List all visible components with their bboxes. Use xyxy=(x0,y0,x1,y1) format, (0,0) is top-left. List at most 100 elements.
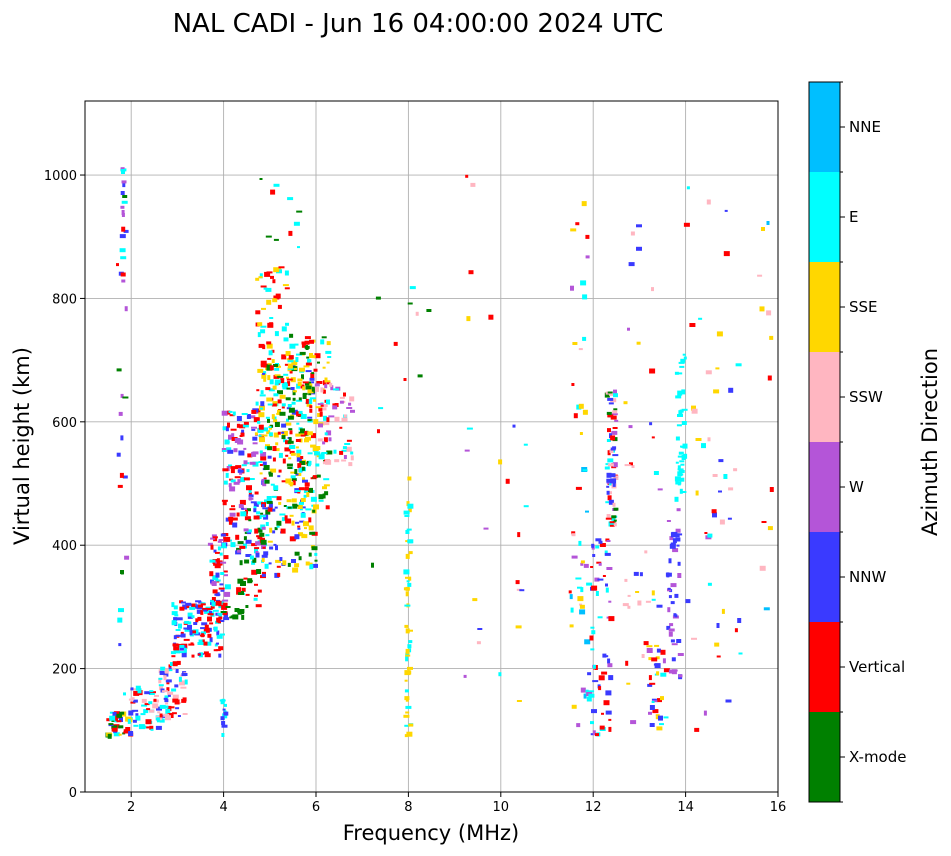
echo-point xyxy=(267,506,273,512)
echo-point xyxy=(179,651,185,654)
echo-point xyxy=(200,627,206,630)
echo-point xyxy=(179,644,185,648)
echo-point xyxy=(612,410,618,414)
echo-point xyxy=(207,616,212,622)
echo-point xyxy=(689,323,696,327)
echo-point xyxy=(575,486,582,490)
echo-point xyxy=(415,311,419,316)
echo-point xyxy=(171,611,178,616)
echo-point xyxy=(258,343,265,348)
echo-point xyxy=(651,701,655,703)
echo-point xyxy=(211,597,216,601)
echo-point xyxy=(294,343,299,346)
echo-point xyxy=(606,490,610,495)
echo-point xyxy=(264,499,267,504)
echo-point xyxy=(407,539,414,544)
echo-point xyxy=(200,603,206,606)
echo-point xyxy=(289,370,293,374)
echo-point xyxy=(265,416,270,419)
echo-point xyxy=(265,235,272,238)
echo-point xyxy=(259,394,266,397)
echo-point xyxy=(265,387,271,391)
echo-point xyxy=(108,723,114,726)
echo-point xyxy=(252,557,257,563)
echo-point xyxy=(261,478,267,481)
echo-point xyxy=(267,403,273,406)
echo-point xyxy=(260,512,264,515)
echo-point xyxy=(214,565,221,569)
echo-point xyxy=(657,488,663,491)
echo-point xyxy=(323,484,330,487)
echo-point xyxy=(322,493,326,499)
echo-point xyxy=(164,699,169,703)
echo-point xyxy=(472,598,478,602)
colorbar: X-mode Vertical NNW W SSW SSE E NNE xyxy=(808,81,906,803)
echo-point xyxy=(339,426,343,429)
echo-point xyxy=(309,531,316,535)
echo-point xyxy=(678,451,684,455)
echo-point xyxy=(244,531,248,534)
echo-point xyxy=(301,534,308,539)
echo-point xyxy=(578,348,583,351)
echo-point xyxy=(243,460,248,465)
echo-point xyxy=(172,694,179,699)
echo-point xyxy=(221,499,228,502)
echo-point xyxy=(297,463,302,469)
echo-point xyxy=(630,720,637,725)
echo-point xyxy=(283,337,289,342)
echo-point xyxy=(287,358,294,363)
echo-point xyxy=(602,575,606,577)
echo-point xyxy=(725,699,732,703)
echo-point xyxy=(118,643,122,647)
echo-point xyxy=(586,582,593,586)
echo-point xyxy=(260,539,267,545)
echo-point xyxy=(590,733,594,736)
echo-point xyxy=(327,356,332,358)
echo-point xyxy=(281,326,287,332)
echo-point xyxy=(629,462,633,466)
echo-point xyxy=(274,527,278,531)
echo-point xyxy=(279,557,283,561)
echo-point xyxy=(317,403,324,406)
echo-point xyxy=(289,450,295,454)
echo-point xyxy=(669,536,674,541)
echo-point xyxy=(225,426,229,432)
echo-point xyxy=(272,279,276,284)
echo-point xyxy=(276,520,282,526)
echo-point xyxy=(655,656,660,660)
colorbar-frame xyxy=(808,81,841,803)
echo-point xyxy=(120,570,124,574)
colorbar-segment xyxy=(809,712,840,802)
echo-point xyxy=(323,478,330,481)
echo-point xyxy=(293,390,297,393)
echo-point xyxy=(128,710,134,716)
echo-point xyxy=(409,286,416,290)
echo-point xyxy=(678,410,683,416)
echo-point xyxy=(683,453,688,459)
echo-point xyxy=(656,671,660,676)
echo-point xyxy=(281,517,286,522)
echo-point xyxy=(326,361,330,364)
echo-point xyxy=(228,410,233,413)
echo-point xyxy=(290,471,296,474)
echo-point xyxy=(304,482,310,487)
echo-point xyxy=(171,688,177,692)
echo-point xyxy=(405,553,410,559)
echo-point xyxy=(240,432,245,437)
echo-point xyxy=(210,605,215,609)
echo-point xyxy=(668,558,672,564)
echo-point xyxy=(241,464,247,467)
echo-point xyxy=(236,547,242,551)
echo-point xyxy=(226,536,231,542)
echo-point xyxy=(258,424,264,430)
echo-point xyxy=(128,731,134,736)
echo-point xyxy=(237,469,244,473)
echo-point xyxy=(288,481,294,485)
echo-point xyxy=(113,725,118,728)
echo-point xyxy=(279,411,286,416)
echo-point xyxy=(299,520,305,523)
echo-point xyxy=(312,509,316,513)
echo-point xyxy=(144,691,151,695)
echo-point xyxy=(308,562,313,565)
echo-point xyxy=(235,465,242,470)
